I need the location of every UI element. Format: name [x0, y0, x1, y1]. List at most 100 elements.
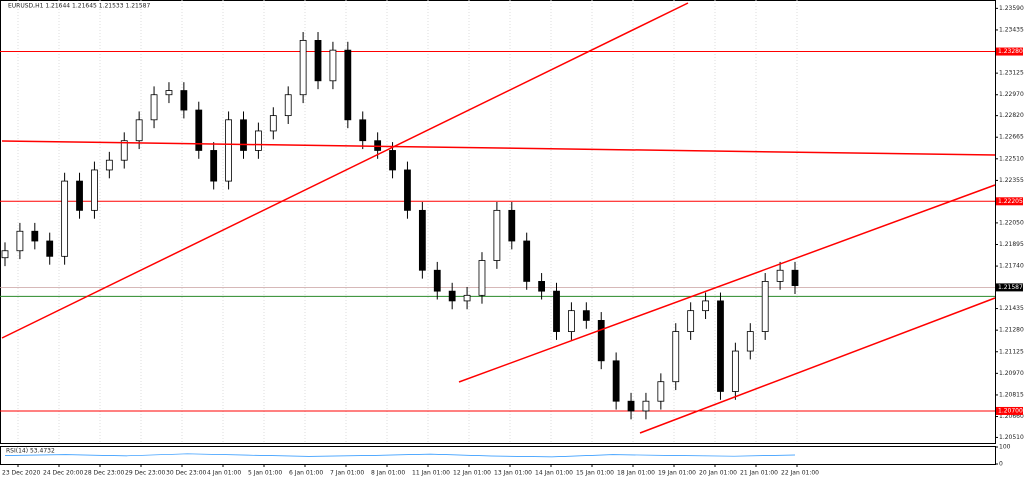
candle-body	[404, 169, 411, 211]
x-tick-label: 20 Jan 01:00	[699, 470, 737, 477]
y-tick-label: 1.22665	[999, 134, 1024, 141]
x-tick-label: 14 Jan 01:00	[535, 470, 573, 477]
indicator-frame	[0, 446, 996, 465]
y-tick-label: 1.22820	[999, 112, 1024, 119]
candle-body	[329, 49, 337, 82]
candle-body	[46, 240, 54, 257]
candle-body	[717, 300, 724, 392]
candle-body	[612, 360, 620, 402]
indicator-label: RSI(14) 53.4732	[6, 448, 55, 455]
candle-body	[180, 90, 188, 111]
y-tick-label: 1.20815	[999, 391, 1024, 398]
y-tick-label: 1.21435	[999, 305, 1024, 312]
x-tick-label: 12 Jan 01:00	[453, 470, 491, 477]
candle-body	[299, 39, 307, 96]
candle-body	[418, 209, 426, 271]
candle-body	[702, 300, 709, 312]
candle-body	[31, 230, 39, 242]
y-tick-label: 1.22355	[999, 177, 1024, 184]
candle-body	[463, 294, 471, 302]
candle-body	[761, 281, 769, 332]
trendline	[639, 297, 996, 434]
candle-body	[672, 331, 680, 383]
candle-body	[195, 109, 203, 151]
candle-body	[538, 281, 546, 292]
candle-body	[642, 400, 650, 412]
trendline	[1, 140, 996, 156]
x-tick-label: 4 Jan 01:00	[207, 470, 241, 477]
candle-body	[791, 269, 799, 286]
candle-body	[76, 180, 83, 211]
candle-body	[582, 310, 590, 321]
trendline	[1, 2, 689, 339]
candle-body	[240, 119, 247, 151]
candle-body	[687, 310, 695, 332]
y-tick-label: 1.21280	[999, 327, 1024, 334]
indicator-tick-label: 0	[999, 461, 1003, 468]
y-tick-label: 1.23590	[999, 5, 1024, 12]
x-tick-label: 19 Jan 01:00	[658, 470, 696, 477]
x-tick-label: 7 Jan 01:00	[330, 470, 364, 477]
indicator-line	[4, 453, 796, 458]
candle-body	[553, 290, 560, 332]
candle-body	[150, 94, 158, 121]
y-tick-label: 1.21740	[999, 263, 1024, 270]
candle-body	[225, 119, 232, 182]
candle-body	[165, 90, 173, 96]
y-tick-label: 1.20510	[999, 434, 1024, 441]
candle-body	[91, 169, 98, 211]
y-tick-label: 1.20660	[999, 413, 1024, 420]
candle-body	[16, 230, 24, 252]
y-tick-label: 1.23435	[999, 26, 1024, 33]
candle-body	[776, 269, 784, 282]
candle-body	[105, 159, 113, 171]
x-tick-label: 8 Jan 01:00	[371, 470, 405, 477]
x-tick-label: 13 Jan 01:00	[494, 470, 532, 477]
level-label: 1.23280	[998, 48, 1023, 55]
candle-body	[314, 39, 322, 82]
candle-body	[359, 119, 367, 142]
candle-body	[61, 180, 69, 257]
y-tick-label: 1.22510	[999, 155, 1024, 162]
candle-body	[210, 150, 218, 182]
y-tick-label: 1.22970	[999, 91, 1024, 98]
y-tick-label: 1.20970	[999, 370, 1024, 377]
candle-body	[433, 269, 441, 292]
x-tick-label: 29 Dec 23:00	[125, 470, 166, 477]
candle-body	[657, 381, 665, 402]
indicator-tick-label: 100	[999, 444, 1011, 451]
y-tick-label: 1.23125	[999, 70, 1024, 77]
x-tick-label: 24 Dec 20:00	[43, 470, 84, 477]
x-tick-label: 28 Dec 23:00	[84, 470, 125, 477]
candle-body	[478, 260, 486, 296]
level-badge	[996, 197, 1023, 206]
symbol-header: EURUSD,H1 1.21644 1.21645 1.21533 1.2158…	[8, 3, 150, 10]
candle-body	[1, 250, 9, 259]
x-tick-label: 30 Dec 23:00	[166, 470, 207, 477]
x-tick-label: 11 Jan 01:00	[412, 470, 450, 477]
candle-body	[508, 209, 516, 242]
level-label: 1.22205	[998, 198, 1023, 205]
current-label: 1.21587	[998, 284, 1023, 291]
current-badge	[996, 283, 1023, 292]
x-tick-label: 23 Dec 2020	[2, 470, 41, 477]
candle-body	[627, 400, 635, 412]
trendline	[458, 184, 996, 383]
x-tick-label: 18 Jan 01:00	[617, 470, 655, 477]
trendlines	[1, 2, 996, 434]
candle-body	[448, 290, 456, 302]
main-frame	[0, 0, 996, 444]
candle-body	[254, 130, 262, 151]
candle-body	[120, 140, 128, 161]
candle-body	[731, 350, 739, 392]
candle-body	[597, 320, 605, 362]
candle-body	[523, 240, 531, 282]
x-tick-label: 22 Jan 01:00	[781, 470, 819, 477]
y-tick-label: 1.21895	[999, 241, 1024, 248]
candle-body	[389, 150, 396, 171]
x-tick-label: 21 Jan 01:00	[740, 470, 778, 477]
level-badge	[996, 406, 1023, 415]
level-badge	[996, 47, 1023, 56]
candle-body	[284, 94, 292, 117]
